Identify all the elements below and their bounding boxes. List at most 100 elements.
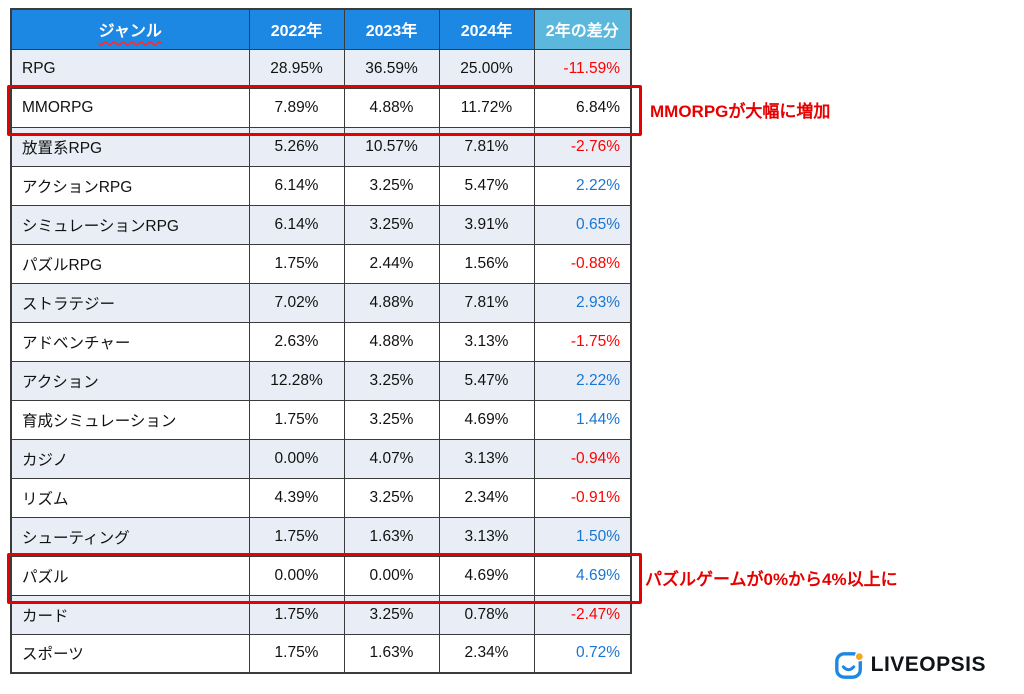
- genre-cell: リズム: [10, 477, 250, 518]
- year-2024-cell: 3.13%: [438, 438, 535, 479]
- liveopsis-logo: LIVEOPSIS: [834, 650, 986, 680]
- year-2023-cell: 3.25%: [343, 165, 440, 206]
- genre-cell: カジノ: [10, 438, 250, 479]
- year-2022-cell: 0.00%: [248, 438, 345, 479]
- year-2023-cell: 3.25%: [343, 204, 440, 245]
- genre-cell: アクション: [10, 360, 250, 401]
- year-2023-cell: 3.25%: [343, 477, 440, 518]
- year-2023-cell: 4.07%: [343, 438, 440, 479]
- year-2024-cell: 25.00%: [438, 48, 535, 89]
- year-2023-cell: 1.63%: [343, 516, 440, 557]
- year-2022-cell: 7.02%: [248, 282, 345, 323]
- header-2024: 2024年: [438, 8, 535, 50]
- year-2023-cell: 4.88%: [343, 321, 440, 362]
- table-row: スポーツ 1.75% 1.63% 2.34% 0.72%: [10, 633, 632, 674]
- year-2023-cell: 2.44%: [343, 243, 440, 284]
- year-2024-cell: 11.72%: [438, 87, 535, 128]
- year-2022-cell: 1.75%: [248, 594, 345, 635]
- year-2024-cell: 4.69%: [438, 399, 535, 440]
- genre-cell: シューティング: [10, 516, 250, 557]
- year-2022-cell: 2.63%: [248, 321, 345, 362]
- diff-cell: 4.69%: [533, 555, 632, 596]
- year-2023-cell: 4.88%: [343, 282, 440, 323]
- diff-cell: 2.22%: [533, 360, 632, 401]
- year-2022-cell: 1.75%: [248, 516, 345, 557]
- diff-cell: 0.65%: [533, 204, 632, 245]
- year-2024-cell: 1.56%: [438, 243, 535, 284]
- year-2023-cell: 10.57%: [343, 126, 440, 167]
- year-2024-cell: 5.47%: [438, 360, 535, 401]
- diff-cell: -2.76%: [533, 126, 632, 167]
- table-row: リズム 4.39% 3.25% 2.34% -0.91%: [10, 477, 632, 518]
- genre-cell: アドベンチャー: [10, 321, 250, 362]
- header-genre: ジャンル: [10, 8, 250, 50]
- year-2022-cell: 1.75%: [248, 633, 345, 674]
- diff-cell: 1.44%: [533, 399, 632, 440]
- year-2024-cell: 2.34%: [438, 633, 535, 674]
- diff-cell: -0.94%: [533, 438, 632, 479]
- year-2023-cell: 4.88%: [343, 87, 440, 128]
- table-row: シミュレーションRPG 6.14% 3.25% 3.91% 0.65%: [10, 204, 632, 245]
- year-2023-cell: 3.25%: [343, 399, 440, 440]
- year-2024-cell: 2.34%: [438, 477, 535, 518]
- year-2023-cell: 0.00%: [343, 555, 440, 596]
- genre-cell: カード: [10, 594, 250, 635]
- table-row: パズル 0.00% 0.00% 4.69% 4.69%: [10, 555, 632, 596]
- genre-share-table: ジャンル 2022年 2023年 2024年 2年の差分 RPG 28.95% 36…: [10, 8, 632, 674]
- genre-cell: ストラテジー: [10, 282, 250, 323]
- diff-cell: -0.91%: [533, 477, 632, 518]
- table-row: パズルRPG 1.75% 2.44% 1.56% -0.88%: [10, 243, 632, 284]
- mmorpg-annotation: MMORPGが大幅に増加: [650, 102, 831, 121]
- table-row: カジノ 0.00% 4.07% 3.13% -0.94%: [10, 438, 632, 479]
- year-2024-cell: 3.91%: [438, 204, 535, 245]
- header-diff: 2年の差分: [533, 8, 632, 50]
- diff-cell: -11.59%: [533, 48, 632, 89]
- year-2024-cell: 0.78%: [438, 594, 535, 635]
- genre-cell: MMORPG: [10, 87, 250, 128]
- table-header-row: ジャンル 2022年 2023年 2024年 2年の差分: [10, 8, 632, 50]
- table-row: カード 1.75% 3.25% 0.78% -2.47%: [10, 594, 632, 635]
- diff-cell: 1.50%: [533, 516, 632, 557]
- year-2022-cell: 1.75%: [248, 243, 345, 284]
- year-2022-cell: 6.14%: [248, 204, 345, 245]
- year-2023-cell: 1.63%: [343, 633, 440, 674]
- year-2024-cell: 7.81%: [438, 126, 535, 167]
- liveopsis-logo-text: LIVEOPSIS: [870, 653, 986, 676]
- diff-cell: 6.84%: [533, 87, 632, 128]
- diff-cell: -1.75%: [533, 321, 632, 362]
- header-2023: 2023年: [343, 8, 440, 50]
- genre-cell: スポーツ: [10, 633, 250, 674]
- table-row: アクションRPG 6.14% 3.25% 5.47% 2.22%: [10, 165, 632, 206]
- year-2022-cell: 0.00%: [248, 555, 345, 596]
- table-row: アドベンチャー 2.63% 4.88% 3.13% -1.75%: [10, 321, 632, 362]
- year-2023-cell: 3.25%: [343, 360, 440, 401]
- year-2022-cell: 12.28%: [248, 360, 345, 401]
- diff-cell: -0.88%: [533, 243, 632, 284]
- genre-cell: パズルRPG: [10, 243, 250, 284]
- genre-cell: アクションRPG: [10, 165, 250, 206]
- genre-cell: 育成シミュレーション: [10, 399, 250, 440]
- year-2022-cell: 7.89%: [248, 87, 345, 128]
- genre-cell: パズル: [10, 555, 250, 596]
- table-row: シューティング 1.75% 1.63% 3.13% 1.50%: [10, 516, 632, 557]
- liveopsis-logo-icon: [834, 650, 864, 680]
- header-2022: 2022年: [248, 8, 345, 50]
- year-2024-cell: 5.47%: [438, 165, 535, 206]
- header-genre-label: ジャンル: [98, 23, 162, 41]
- genre-share-table-container: ジャンル 2022年 2023年 2024年 2年の差分 RPG 28.95% 36…: [10, 8, 632, 674]
- diff-cell: -2.47%: [533, 594, 632, 635]
- year-2023-cell: 36.59%: [343, 48, 440, 89]
- diff-cell: 2.22%: [533, 165, 632, 206]
- year-2024-cell: 4.69%: [438, 555, 535, 596]
- year-2022-cell: 1.75%: [248, 399, 345, 440]
- genre-cell: 放置系RPG: [10, 126, 250, 167]
- table-row: 育成シミュレーション 1.75% 3.25% 4.69% 1.44%: [10, 399, 632, 440]
- table-row: ストラテジー 7.02% 4.88% 7.81% 2.93%: [10, 282, 632, 323]
- year-2022-cell: 28.95%: [248, 48, 345, 89]
- genre-cell: シミュレーションRPG: [10, 204, 250, 245]
- year-2022-cell: 6.14%: [248, 165, 345, 206]
- diff-cell: 2.93%: [533, 282, 632, 323]
- table-row: アクション 12.28% 3.25% 5.47% 2.22%: [10, 360, 632, 401]
- year-2024-cell: 3.13%: [438, 516, 535, 557]
- year-2022-cell: 4.39%: [248, 477, 345, 518]
